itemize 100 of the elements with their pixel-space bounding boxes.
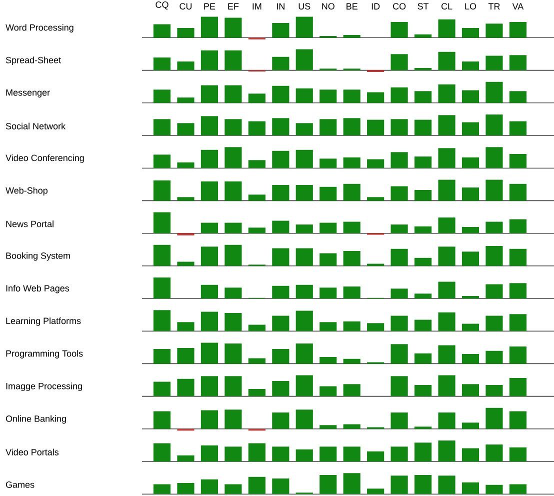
bar — [438, 180, 456, 201]
bar — [272, 478, 290, 494]
bar — [390, 316, 408, 332]
bar — [462, 122, 480, 136]
y-axis-title: Games — [6, 481, 34, 488]
bar — [509, 91, 526, 103]
bar — [462, 90, 480, 103]
x-tick-label: CQ — [156, 1, 168, 10]
x-tick-label: BE — [346, 3, 358, 10]
bar — [343, 222, 360, 234]
bar — [224, 18, 242, 38]
bar — [367, 197, 384, 201]
bar — [224, 244, 242, 266]
bar — [438, 345, 456, 364]
bar — [343, 358, 360, 364]
bar — [343, 384, 360, 396]
bar — [200, 181, 218, 201]
bar — [224, 50, 242, 70]
bar — [390, 248, 408, 266]
bar — [509, 55, 526, 70]
bar — [390, 344, 408, 364]
bar — [296, 248, 313, 266]
bar — [296, 184, 313, 201]
bar — [414, 68, 432, 70]
bar — [296, 123, 313, 136]
y-axis-title: News Portal — [6, 220, 54, 228]
bar — [320, 356, 337, 364]
bar — [390, 119, 408, 136]
bar — [320, 425, 337, 429]
bar — [343, 157, 360, 168]
bar — [343, 250, 360, 266]
bar — [248, 443, 266, 462]
bar — [153, 443, 171, 462]
x-tick-label: NO — [322, 3, 334, 10]
bar — [438, 115, 456, 136]
bar — [509, 346, 526, 364]
bar — [414, 442, 432, 462]
x-tick-label: CU — [180, 3, 192, 10]
bar — [367, 451, 384, 462]
bar — [438, 218, 456, 234]
y-axis-title: Video Conferencing — [6, 154, 84, 163]
bar — [414, 294, 432, 298]
bar — [200, 246, 218, 266]
bar — [390, 224, 408, 234]
bar — [343, 473, 360, 494]
bar — [153, 411, 171, 429]
bar — [224, 376, 242, 396]
bar — [486, 114, 503, 136]
bar — [414, 91, 432, 103]
bar — [509, 484, 526, 494]
bar — [248, 121, 266, 136]
bar — [248, 358, 266, 364]
bar — [296, 88, 313, 103]
bar — [486, 147, 503, 168]
bar — [438, 375, 456, 396]
bar — [390, 54, 408, 70]
bar — [462, 354, 480, 364]
bar — [200, 342, 218, 364]
x-tick-label: VA — [512, 3, 524, 10]
bar — [177, 28, 194, 38]
bar — [509, 314, 526, 332]
bar — [200, 312, 218, 332]
y-axis-title: Learning Platforms — [6, 317, 81, 326]
x-tick-label: IM — [252, 3, 262, 10]
bar — [438, 312, 456, 332]
x-tick-label: CO — [393, 3, 406, 10]
bar — [200, 445, 218, 462]
bar — [153, 24, 171, 38]
bar — [153, 310, 171, 332]
bar — [438, 52, 456, 70]
bar — [320, 119, 337, 136]
bar — [153, 180, 171, 201]
bar — [177, 348, 194, 364]
x-tick-label: ST — [418, 3, 429, 10]
bar — [390, 446, 408, 462]
bar — [153, 57, 171, 70]
bar — [438, 282, 456, 298]
bar — [200, 284, 218, 298]
bar — [390, 376, 408, 396]
y-axis-title: Online Banking — [6, 415, 66, 424]
bar — [438, 84, 456, 103]
bar — [200, 410, 218, 429]
bar — [367, 92, 384, 103]
bar — [509, 22, 526, 38]
bar — [177, 482, 194, 494]
y-axis-title: Web-Shop — [6, 187, 48, 196]
bar — [343, 34, 360, 38]
bar — [462, 324, 480, 332]
bar — [248, 228, 266, 234]
bar — [414, 320, 432, 332]
bar — [320, 386, 337, 396]
bar — [153, 382, 171, 396]
bar — [486, 82, 503, 103]
y-axis-title: Word Processing — [6, 24, 74, 32]
bar — [438, 19, 456, 38]
bar — [390, 22, 408, 38]
bar — [272, 220, 290, 234]
bar — [509, 283, 526, 298]
bar — [272, 184, 290, 201]
bar — [320, 222, 337, 234]
